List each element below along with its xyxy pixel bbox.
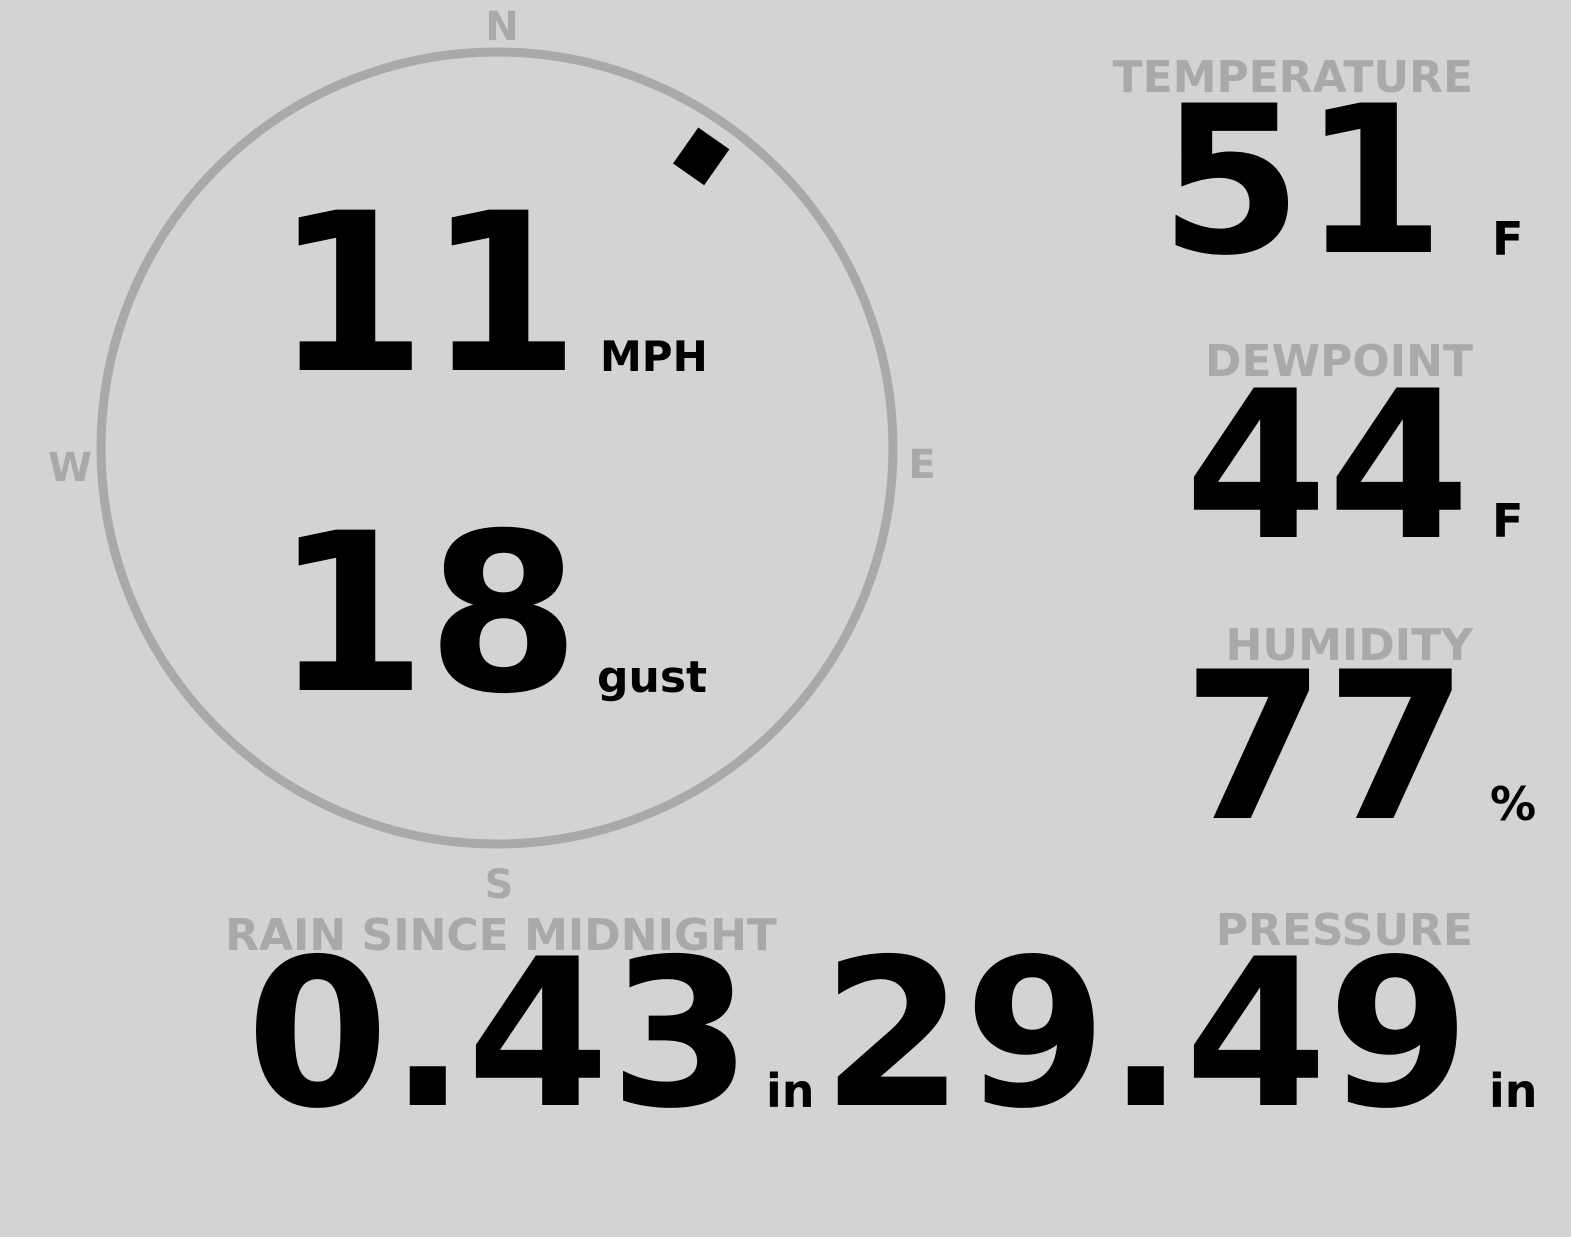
dewpoint-value: 44 <box>1185 348 1470 586</box>
wind-gust-unit: gust <box>597 652 707 703</box>
compass-north: N <box>485 4 518 50</box>
rain-unit: in <box>766 1064 815 1118</box>
pressure-label: PRESSURE <box>1216 905 1473 956</box>
compass-south: S <box>485 862 514 908</box>
wind-direction-marker <box>673 127 730 186</box>
temperature-label: TEMPERATURE <box>1113 52 1473 103</box>
temperature-unit: F <box>1492 212 1523 266</box>
compass-west: W <box>48 445 92 491</box>
dewpoint-label: DEWPOINT <box>1205 336 1473 387</box>
temperature-value: 51 <box>1160 63 1445 301</box>
humidity-panel: HUMIDITY 77 % <box>1183 620 1536 867</box>
dewpoint-unit: F <box>1492 494 1523 548</box>
wind-speed-unit: MPH <box>600 332 708 381</box>
humidity-label: HUMIDITY <box>1226 620 1475 671</box>
pressure-value: 29.49 <box>822 916 1470 1154</box>
compass-ring <box>96 47 898 849</box>
dewpoint-panel: DEWPOINT 44 F <box>1185 336 1524 586</box>
pressure-unit: in <box>1489 1064 1538 1118</box>
temperature-panel: TEMPERATURE 51 F <box>1113 52 1524 301</box>
humidity-unit: % <box>1490 777 1536 831</box>
wind-speed-value: 11 <box>274 166 580 422</box>
rain-panel: RAIN SINCE MIDNIGHT 0.43 in <box>225 910 814 1154</box>
rain-label: RAIN SINCE MIDNIGHT <box>225 910 777 961</box>
rain-value: 0.43 <box>246 916 752 1154</box>
wind-gust-value: 18 <box>274 486 580 742</box>
pressure-panel: PRESSURE 29.49 in <box>822 905 1538 1154</box>
humidity-value: 77 <box>1183 629 1468 867</box>
compass-east: E <box>908 442 935 488</box>
wind-compass: N E S W 11 MPH 18 gust <box>48 4 936 908</box>
